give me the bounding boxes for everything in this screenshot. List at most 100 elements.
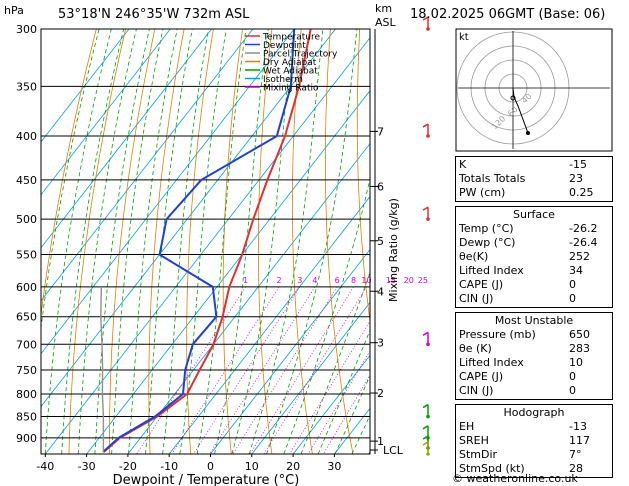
surface-value: -26.4 — [569, 236, 598, 249]
index-value: 23 — [569, 172, 583, 185]
hodograph-trace — [512, 87, 529, 134]
dry-adiabat-line — [623, 29, 629, 454]
surface-row: Lifted Index 34 — [459, 264, 609, 278]
hodograph-table-label: EH — [459, 420, 475, 433]
hodograph-table-label: StmSpd (kt) — [459, 462, 525, 475]
dry-adiabat-line — [186, 29, 214, 454]
isotherm-line — [41, 29, 336, 408]
height-tick-label: 1 — [377, 435, 384, 448]
mixing-ratio-line — [249, 286, 354, 454]
legend-label: Dewpoint — [263, 41, 306, 51]
mixing-ratio-line — [263, 286, 367, 454]
pressure-label: 650 — [16, 311, 37, 324]
mixing-ratio-label: 15 — [386, 276, 396, 285]
wind-barb-dot — [426, 452, 430, 456]
pressure-label: 700 — [16, 338, 37, 351]
mixing-ratio-line — [193, 286, 301, 454]
most-unstable-row: CIN (J) 0 — [459, 384, 609, 398]
surface-label: Lifted Index — [459, 264, 524, 277]
mixing-ratio-label: 2 — [276, 276, 281, 285]
legend-label: Isotherm — [263, 75, 303, 85]
most-unstable-label: CIN (J) — [459, 384, 494, 397]
dry-adiabat-line — [356, 29, 370, 325]
mixing-ratio-label: 8 — [351, 276, 356, 285]
x-tick-label: -40 — [36, 460, 54, 473]
temperature-axis-labels: -40 -30 -20 -10 0 10 20 30 — [36, 454, 341, 473]
isotherm-line — [41, 29, 212, 249]
pressure-label: 350 — [16, 80, 37, 93]
wind-barb-flag — [422, 16, 429, 21]
pressure-gridlines — [41, 28, 370, 439]
hodograph-table-row: StmSpd (kt) 28 — [459, 462, 609, 476]
isotherm-line — [86, 90, 370, 454]
isotherm-line — [168, 195, 370, 454]
hodograph-table-row: StmDir 7° — [459, 448, 609, 462]
dewpoint-line — [102, 29, 296, 453]
dry-adiabat-line — [325, 29, 354, 454]
profile-lines — [100, 29, 312, 453]
mixing-ratio-axis-title: Mixing Ratio (g/kg) — [387, 198, 400, 302]
surface-row: Temp (°C) -26.2 — [459, 222, 609, 236]
surface-label: Temp (°C) — [459, 222, 514, 235]
mixing-ratio-label: 3 — [297, 276, 302, 285]
most-unstable-label: Lifted Index — [459, 356, 524, 369]
wind-barb-flag — [422, 206, 429, 211]
hodograph-unit: kt — [459, 32, 469, 43]
most-unstable-value: 0 — [569, 370, 576, 383]
dry-adiabat-line — [291, 29, 313, 454]
wind-barb-flag — [422, 425, 429, 430]
legend-label: Wet Adiabat — [263, 67, 318, 77]
wet-adiabat-line — [214, 29, 269, 454]
index-row: PW (cm) 0.25 — [459, 186, 609, 200]
surface-title: Surface — [513, 208, 555, 221]
indices-box: K -15 Totals Totals 23 PW (cm) 0.25 — [455, 156, 613, 202]
surface-value: 0 — [569, 278, 576, 291]
pressure-axis-labels: 300 350 400 450 500 550 600 650 700 750 800 850 900 — [16, 23, 37, 445]
mixing-ratio-line — [322, 374, 370, 454]
hodograph-table-value: 7° — [569, 448, 582, 461]
x-tick-label: 30 — [327, 460, 341, 473]
height-tick-label: 5 — [377, 235, 384, 248]
mixing-ratio-line — [136, 286, 246, 454]
isotherm-line — [44, 37, 370, 454]
isotherm-line — [41, 29, 295, 355]
wet-adiabat-line — [248, 29, 324, 454]
wet-adiabat-line — [77, 29, 137, 454]
dry-adiabat-line — [109, 29, 156, 454]
pressure-label: 550 — [16, 249, 37, 262]
surface-label: CAPE (J) — [459, 278, 504, 291]
wind-barb-dot — [426, 217, 430, 221]
mixing-ratio-line — [307, 350, 370, 454]
isotherm-line — [41, 29, 171, 196]
height-tick-label: LCL — [383, 444, 404, 457]
x-tick-label: 10 — [245, 460, 259, 473]
isotherm-line — [251, 301, 370, 454]
wet-adiabat-line — [179, 29, 227, 454]
hodograph-table-label: SREH — [459, 434, 489, 447]
dry-adiabat-line — [41, 29, 97, 319]
wet-adiabat-line — [111, 29, 164, 454]
surface-value: -26.2 — [569, 222, 598, 235]
hodograph-table-row: SREH 117 — [459, 434, 609, 448]
mixing-ratio-label: 20 — [404, 276, 414, 285]
hodograph-table-label: StmDir — [459, 448, 498, 461]
wind-barb-flag — [422, 403, 429, 409]
mixing-ratio-label: 10 — [361, 276, 371, 285]
hodograph-table-value: -13 — [569, 420, 587, 433]
wind-barb-flag — [422, 435, 429, 440]
most-unstable-row: θe (K) 283 — [459, 342, 609, 356]
pressure-label: 500 — [16, 213, 37, 226]
datetime-title: 18.02.2025 06GMT (Base: 06) — [410, 7, 605, 22]
wind-barb-flag — [422, 331, 429, 336]
index-row: K -15 — [459, 158, 609, 172]
wind-barb-dot — [426, 27, 430, 31]
surface-row: CIN (J) 0 — [459, 292, 609, 306]
most-unstable-value: 283 — [569, 342, 590, 355]
pressure-label: 400 — [16, 130, 37, 143]
wet-adiabat-line — [196, 29, 247, 454]
isotherm-line — [210, 248, 370, 454]
pressure-label: 300 — [16, 23, 37, 36]
